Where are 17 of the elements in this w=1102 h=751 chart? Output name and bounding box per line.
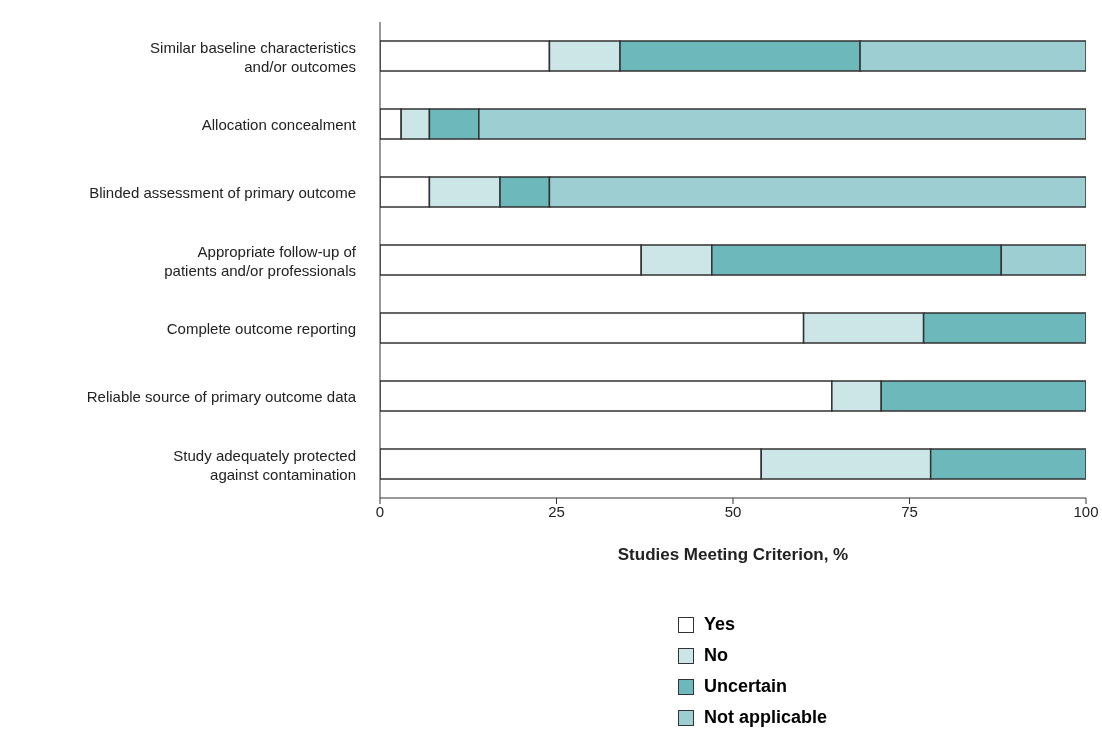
- legend-label: Yes: [704, 614, 736, 635]
- legend-label: Not applicable: [704, 707, 828, 728]
- x-tick-label: 25: [548, 502, 565, 520]
- x-tick-label: 0: [375, 502, 385, 520]
- y-tick-label: Reliable source of primary outcome data: [86, 387, 357, 405]
- legend-label: Uncertain: [704, 676, 788, 697]
- y-tick-label: Complete outcome reporting: [166, 319, 356, 337]
- y-tick-label: Appropriate follow-up of patients and/or professionals: [164, 242, 357, 278]
- legend-label: No: [704, 645, 728, 666]
- y-tick-label: Similar baseline characteristics and/or outcomes: [150, 38, 356, 74]
- x-tick-label: 100: [1073, 502, 1099, 520]
- x-tick-label: 75: [901, 502, 918, 520]
- y-tick-label: Study adequately protected against contamination: [173, 446, 356, 482]
- y-tick-label: Allocation concealment: [201, 115, 357, 133]
- x-axis-title: Studies Meeting Criterion, %: [617, 545, 849, 564]
- y-tick-label: Blinded assessment of primary outcome: [89, 183, 356, 201]
- x-tick-label: 50: [724, 502, 742, 520]
